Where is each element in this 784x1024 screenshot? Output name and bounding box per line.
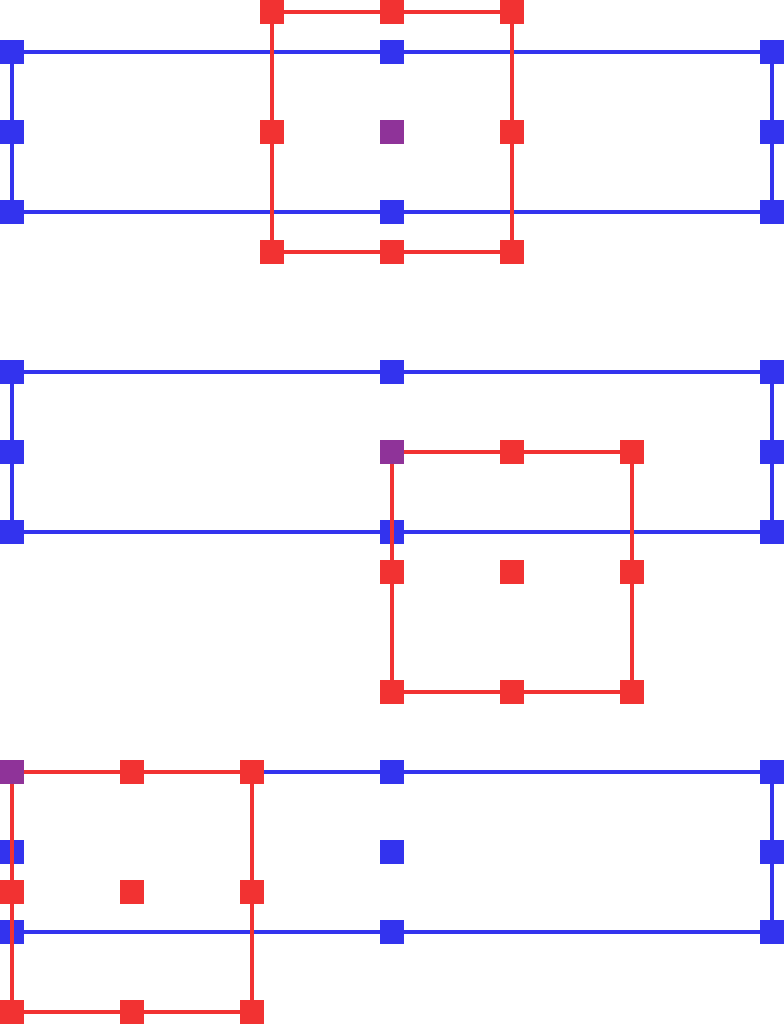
wide-rect-handle-top-center <box>380 760 404 784</box>
square-handle-bottom-center <box>380 240 404 264</box>
square-handle-top-left <box>260 0 284 24</box>
wide-rect-handle-top-center <box>380 360 404 384</box>
wide-rect-handle-middle-right <box>760 440 784 464</box>
square-handle-bottom-center <box>500 680 524 704</box>
wide-rect-handle-middle-left <box>0 440 24 464</box>
square-handle-middle-right <box>500 120 524 144</box>
square-handle-top-center <box>380 0 404 24</box>
shared-anchor-handle <box>380 440 404 464</box>
square-handle-bottom-center <box>120 1000 144 1024</box>
square-handle-top-center <box>500 440 524 464</box>
wide-rect-handle-middle-right <box>760 120 784 144</box>
panel-3 <box>0 760 784 1024</box>
wide-rect-handle-bottom-left <box>0 520 24 544</box>
wide-rect-handle-bottom-right <box>760 520 784 544</box>
shared-anchor-handle <box>0 760 24 784</box>
square-handle-bottom-right <box>620 680 644 704</box>
wide-rect-handle-bottom-center <box>380 200 404 224</box>
square-handle-middle-right <box>240 880 264 904</box>
square-handle-middle-left <box>380 560 404 584</box>
wide-rect-handle-bottom-left <box>0 200 24 224</box>
wide-rect-handle-top-center <box>380 40 404 64</box>
wide-rect-handle-top-left <box>0 360 24 384</box>
square-handle-center <box>500 560 524 584</box>
wide-rect-handle-top-right <box>760 40 784 64</box>
wide-rect-handle-middle-right <box>760 840 784 864</box>
wide-rect-handle-middle-left <box>0 120 24 144</box>
wide-rect-handle-center <box>380 840 404 864</box>
square-handle-top-right <box>240 760 264 784</box>
panel-2 <box>0 360 784 704</box>
square-handle-top-right <box>500 0 524 24</box>
square-handle-middle-left <box>0 880 24 904</box>
square-handle-bottom-right <box>240 1000 264 1024</box>
square-handle-bottom-left <box>260 240 284 264</box>
square-handle-middle-right <box>620 560 644 584</box>
wide-rect-handle-top-right <box>760 360 784 384</box>
wide-rect-handle-top-left <box>0 40 24 64</box>
shared-anchor-handle <box>380 120 404 144</box>
square-handle-middle-left <box>260 120 284 144</box>
square-handle-center <box>120 880 144 904</box>
panel-1 <box>0 0 784 264</box>
wide-rect-handle-top-right <box>760 760 784 784</box>
square-handle-top-center <box>120 760 144 784</box>
square-handle-bottom-left <box>380 680 404 704</box>
square-handle-bottom-left <box>0 1000 24 1024</box>
square-handle-bottom-right <box>500 240 524 264</box>
wide-rect-handle-bottom-right <box>760 920 784 944</box>
square-handle-top-right <box>620 440 644 464</box>
wide-rect-handle-bottom-center <box>380 920 404 944</box>
wide-rect-handle-bottom-right <box>760 200 784 224</box>
